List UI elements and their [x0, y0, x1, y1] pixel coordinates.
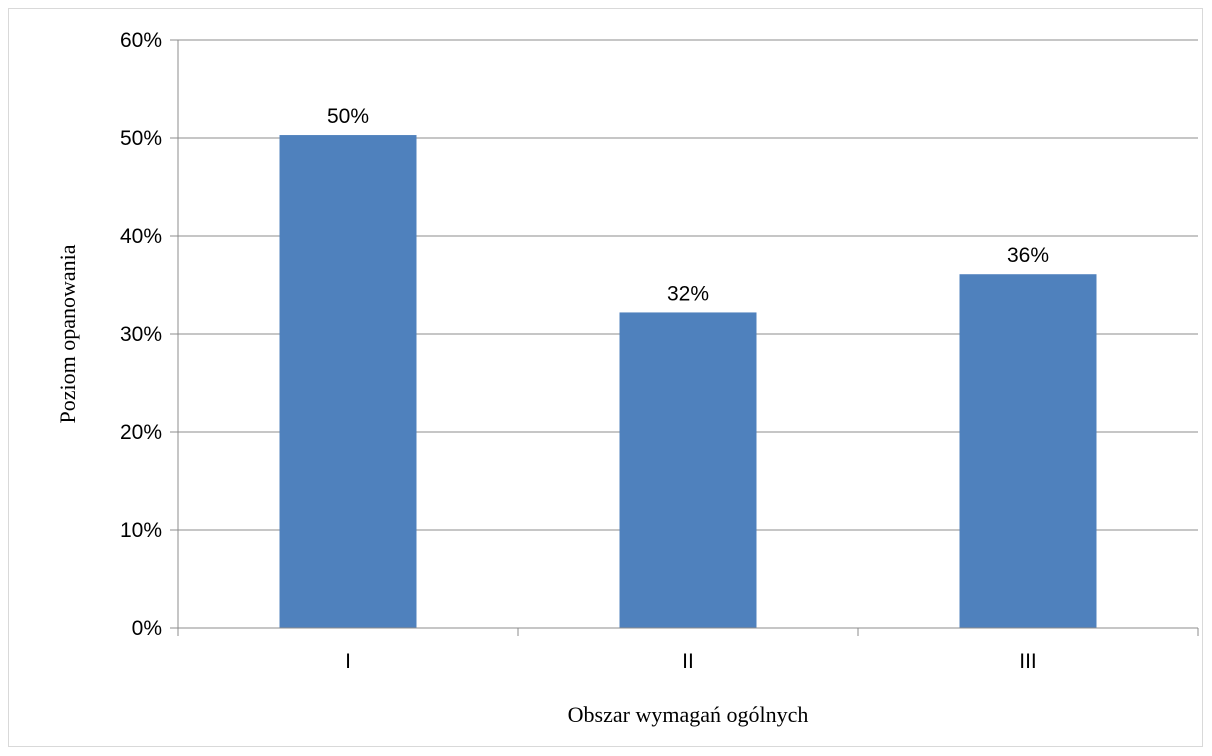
data-labels: 50% 32% 36% — [327, 105, 1049, 305]
bar-I — [279, 135, 417, 628]
data-label: 50% — [327, 105, 369, 128]
y-tick-label: 50% — [120, 127, 162, 150]
y-tick-label: 0% — [132, 617, 162, 640]
y-tick-label: 40% — [120, 225, 162, 248]
x-tick-labels: I II III — [345, 650, 1037, 673]
x-axis-title: Obszar wymagań ogólnych — [568, 702, 809, 727]
bar-II — [619, 312, 757, 628]
x-tick-label: II — [682, 650, 694, 673]
data-label: 32% — [667, 282, 709, 305]
x-tick-label: I — [345, 650, 351, 673]
y-axis-title: Poziom opanowania — [55, 244, 80, 423]
y-tick-label: 20% — [120, 421, 162, 444]
bar-III — [959, 274, 1097, 628]
data-label: 36% — [1007, 244, 1049, 267]
axes — [170, 39, 1199, 636]
y-tick-label: 10% — [120, 519, 162, 542]
y-tick-labels: 0% 10% 20% 30% 40% 50% 60% — [120, 29, 162, 640]
y-tick-label: 60% — [120, 29, 162, 52]
x-tick-label: III — [1019, 650, 1037, 673]
bars — [279, 135, 1097, 628]
y-tick-label: 30% — [120, 323, 162, 346]
